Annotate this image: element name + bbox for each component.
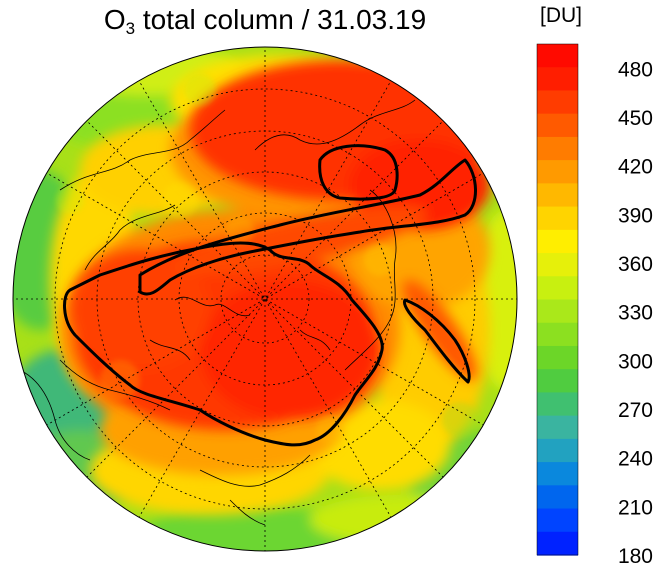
colorbar-tick-label: 390 <box>618 204 653 227</box>
colorbar-swatch <box>537 206 578 231</box>
colorbar-swatch <box>537 136 578 161</box>
colorbar-tick-label: 480 <box>618 58 653 81</box>
colorbar-tick-label: 210 <box>618 496 653 519</box>
colorbar-swatch <box>537 113 578 138</box>
colorbar-swatch <box>537 438 578 463</box>
colorbar-frame <box>536 43 579 556</box>
colorbar-swatch <box>537 299 578 324</box>
colorbar-tick-label: 270 <box>618 399 653 422</box>
colorbar-swatch <box>537 67 578 92</box>
colorbar-swatch <box>537 160 578 184</box>
colorbar-swatch <box>537 345 578 370</box>
map-title: O3 total column / 31.03.19 <box>0 3 530 46</box>
colorbar-swatch <box>537 508 578 533</box>
colorbar-tick-label: 420 <box>618 156 653 179</box>
colorbar-swatch <box>537 415 578 440</box>
colorbar-swatch <box>537 531 578 556</box>
title-subscript: 3 <box>125 19 136 38</box>
colorbar-swatch <box>537 462 578 486</box>
colorbar-swatch <box>537 44 578 68</box>
colorbar-swatch <box>537 229 578 254</box>
colorbar-swatch <box>537 369 578 394</box>
colorbar-swatch <box>537 183 578 208</box>
title-rest: total column / 31.03.19 <box>135 4 427 35</box>
title-o: O <box>103 4 126 35</box>
contour-450 <box>63 144 477 447</box>
colorbar-swatch <box>537 253 578 277</box>
colorbar-tick-label: 450 <box>618 107 653 130</box>
colorbar-unit: [DU] <box>540 4 582 27</box>
colorbar-swatch <box>537 90 578 115</box>
colorbar-swatch <box>537 485 578 510</box>
colorbar-tick-label: 180 <box>618 545 653 565</box>
map-border <box>12 46 518 552</box>
colorbar-tick-label: 240 <box>618 448 653 471</box>
ozone-field <box>13 47 517 551</box>
colorbar-swatch <box>537 276 578 301</box>
colorbar-tick-label: 360 <box>618 253 653 276</box>
colorbar-swatch <box>537 392 578 417</box>
colorbar-tick-label: 300 <box>618 350 653 373</box>
colorbar-tick-labels: 480 450 420 390 360 330 300 270 240 210 180 <box>618 58 653 565</box>
colorbar-tick-label: 330 <box>618 302 653 325</box>
colorbar <box>536 43 579 556</box>
coastlines <box>19 99 416 526</box>
colorbar-swatch <box>537 322 578 347</box>
